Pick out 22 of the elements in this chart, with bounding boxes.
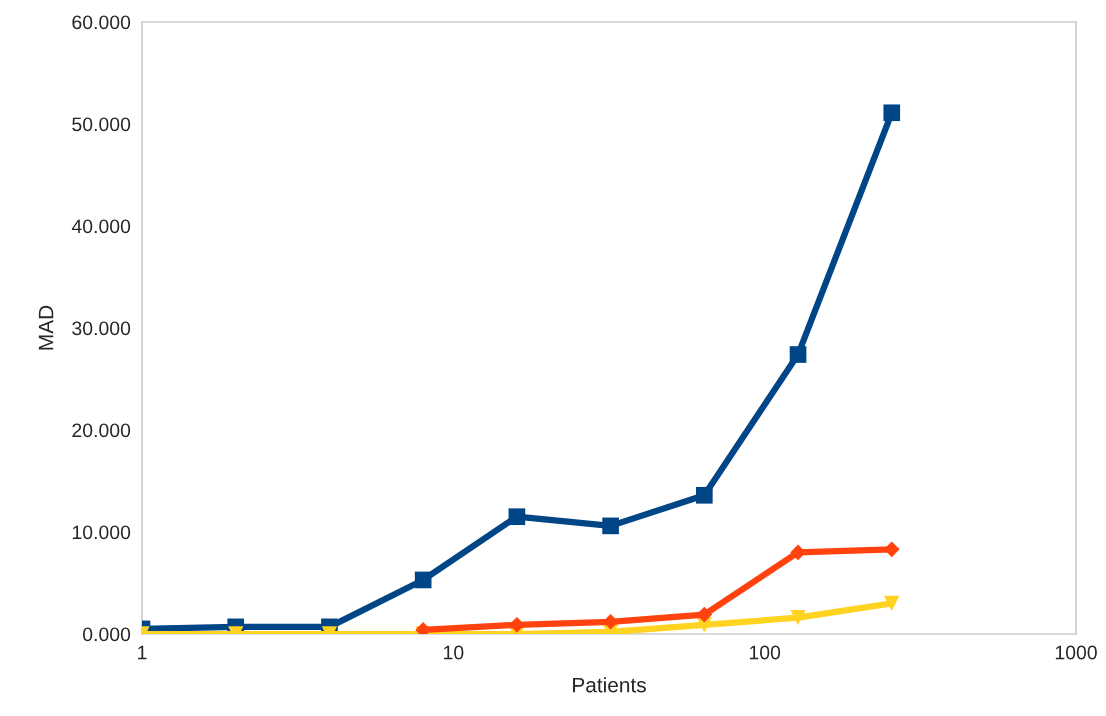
x-tick-label: 1: [138, 645, 147, 660]
point: [790, 610, 806, 626]
y-axis-title: MAD: [38, 305, 54, 350]
point: [414, 571, 432, 589]
y-tick-label: 60.000: [72, 15, 131, 30]
point: [695, 486, 713, 504]
point: [883, 104, 901, 122]
point: [508, 508, 526, 526]
x-tick-label: 100: [749, 645, 781, 660]
y-tick-label: 20.000: [72, 423, 131, 438]
y-tick-label: 40.000: [71, 219, 131, 234]
point: [790, 544, 806, 561]
point: [602, 517, 619, 535]
x-axis-title: Patients: [573, 677, 646, 693]
point: [884, 595, 900, 612]
y-tick-label: 30.000: [72, 321, 131, 336]
point: [789, 346, 807, 363]
y-tick-label: 50.000: [72, 117, 131, 132]
y-tick-label: 10.000: [72, 525, 131, 540]
y-tick-label: 0.000: [82, 627, 131, 642]
x-tick-label: 10: [444, 645, 464, 660]
x-tick-label: 1000: [1055, 645, 1097, 660]
